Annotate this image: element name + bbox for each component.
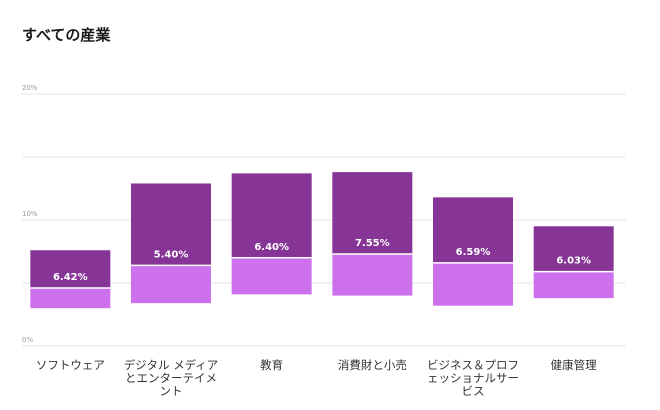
x-category-label: デジタル メディアとエンターテイメント — [124, 358, 219, 398]
bar-group: 6.40% — [231, 173, 312, 295]
bar-value-label: 6.40% — [254, 242, 289, 253]
bar-lower — [433, 262, 513, 306]
x-category-label: 健康管理 — [551, 358, 597, 372]
y-tick-label: 0% — [22, 336, 33, 344]
bar-group: 6.42% — [30, 250, 111, 309]
x-category-label: ビジネス＆プロフェッショナルサービス — [427, 358, 519, 398]
bar-group: 6.59% — [433, 197, 513, 306]
y-tick-label: 20% — [22, 84, 38, 92]
x-category-label: ソフトウェア — [36, 358, 105, 372]
bar-upper — [332, 172, 413, 255]
bar-upper — [231, 173, 312, 258]
bar-value-label: 6.59% — [456, 247, 491, 258]
x-axis-labels: ソフトウェア デジタル メディアとエンターテイメント 教育 消費財と小売 ビジネス＆プロ… — [36, 358, 597, 398]
y-tick-label: 10% — [22, 210, 38, 218]
bar-upper — [533, 226, 614, 272]
grid-lines — [22, 93, 626, 347]
bar-group: 5.40% — [131, 183, 211, 304]
bar-value-label: 5.40% — [154, 249, 189, 260]
bar-group: 7.55% — [332, 172, 413, 296]
bar-upper — [30, 250, 111, 289]
bars: 6.42% 5.40% 6.40% 7.55% 6.59% 6.03% — [30, 172, 614, 309]
bar-value-label: 6.03% — [556, 256, 591, 267]
bar-value-label: 6.42% — [53, 272, 88, 283]
bar-lower — [533, 271, 614, 299]
bar-lower — [231, 257, 312, 295]
bar-lower — [30, 288, 111, 309]
chart-title: すべての産業 — [22, 26, 111, 44]
x-category-label: 消費財と小売 — [338, 358, 407, 372]
bar-upper — [131, 183, 211, 266]
bar-lower — [131, 265, 211, 304]
x-category-label: 教育 — [260, 358, 283, 372]
y-axis-ticks: 0% 10% 20% — [22, 84, 38, 344]
bar-group: 6.03% — [533, 226, 614, 299]
bar-lower — [332, 254, 413, 296]
bar-upper — [433, 197, 513, 263]
bar-value-label: 7.55% — [355, 238, 390, 249]
